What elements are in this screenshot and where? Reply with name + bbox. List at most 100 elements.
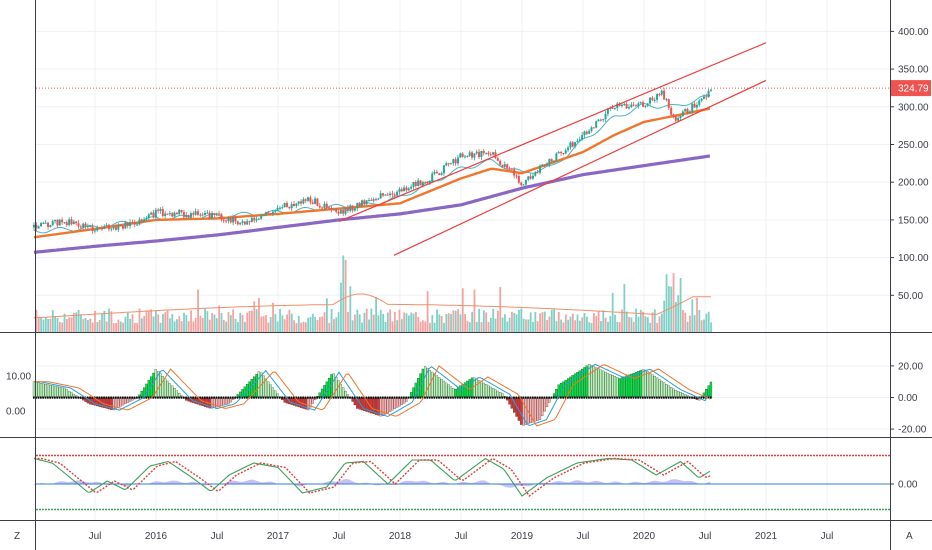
candle-body [206, 212, 209, 214]
volume-bar [419, 321, 422, 333]
histogram-bar [438, 377, 441, 398]
volume-bar [262, 316, 265, 333]
histogram-bar [705, 389, 708, 398]
zero-cross-marker [229, 396, 232, 399]
candle-body [196, 211, 199, 215]
candle-body [166, 213, 169, 215]
volume-bar [87, 319, 89, 333]
zero-cross-marker [339, 396, 342, 399]
histogram-bar [466, 380, 469, 398]
candle-body [684, 108, 687, 112]
histogram-bar [670, 387, 673, 398]
volume-bar [225, 321, 228, 333]
candle-body [65, 222, 68, 226]
volume-bar [443, 322, 445, 333]
histogram-bar [667, 385, 670, 398]
momentum-area [34, 478, 712, 488]
candle-body [611, 107, 614, 109]
candle-body [100, 228, 103, 230]
histogram-bar [613, 376, 617, 398]
zero-cross-marker [709, 396, 712, 399]
corner-left-label[interactable]: Z [14, 531, 20, 542]
histogram-bar [655, 377, 659, 398]
candle-body [49, 225, 52, 228]
volume-bar [567, 319, 570, 333]
histogram-bar [627, 374, 631, 398]
signal-line [34, 364, 711, 427]
volume-bar [578, 320, 581, 333]
zero-cross-marker [194, 396, 197, 399]
volume-bar [129, 318, 132, 333]
histogram-bar [491, 388, 495, 398]
candle-body [70, 219, 73, 225]
candle-body [124, 222, 127, 229]
histogram-bar [117, 397, 120, 408]
histogram-bar [320, 388, 324, 398]
candle-body [103, 226, 106, 229]
candle-body [459, 153, 462, 158]
zero-cross-marker [541, 396, 543, 399]
candle-body [627, 107, 630, 109]
candle-body [400, 189, 403, 192]
time-scale[interactable]: Jul 2016 Jul 2017 Jul 2018 Jul 2019 Jul 2020 Jul 20… [89, 531, 834, 542]
channel-lower-line[interactable] [393, 79, 767, 256]
price-panel[interactable] [33, 42, 890, 333]
zero-cross-marker [61, 396, 63, 399]
channel-upper-line[interactable] [338, 42, 767, 222]
histogram-bar [171, 385, 174, 398]
price-scale[interactable]: 50.00 100.00 150.00 200.00 250.00 300.00 350.0… [891, 27, 931, 491]
histogram-bar [39, 383, 43, 398]
candle-body [250, 217, 253, 223]
volume-bar [377, 315, 380, 333]
volume-bar [94, 310, 96, 333]
oscillator-panel[interactable]: 10.00 0.00 [6, 363, 713, 427]
zero-cross-marker [250, 396, 253, 399]
zero-cross-marker [63, 396, 66, 399]
histogram-bar [255, 373, 258, 398]
zero-cross-marker [379, 396, 382, 399]
candle-body [232, 217, 235, 223]
candle-body [574, 142, 577, 147]
histogram-bar [32, 381, 36, 398]
candle-body [47, 222, 50, 228]
histogram-bar [487, 385, 490, 398]
volume-bar [686, 321, 689, 333]
candle-body [63, 222, 66, 224]
zero-cross-marker [677, 396, 679, 399]
zero-cross-marker [576, 396, 579, 399]
volume-bar [424, 321, 427, 333]
histogram-bar [412, 387, 415, 398]
histogram-bar [456, 387, 460, 398]
zero-cross-marker [602, 396, 604, 399]
zero-cross-marker [140, 396, 143, 399]
histogram-bar [44, 384, 47, 398]
candle-body [241, 221, 244, 223]
candle-body [290, 203, 293, 209]
zero-cross-marker [609, 396, 611, 399]
volume-bar [682, 310, 684, 333]
volume-bar [337, 312, 340, 333]
stochastic-panel[interactable] [33, 454, 890, 511]
zero-cross-marker [346, 396, 349, 399]
corner-right-label[interactable]: A [906, 531, 913, 542]
candle-body [456, 157, 459, 164]
candle-body [213, 213, 216, 215]
candle-body [398, 189, 401, 192]
histogram-bar [602, 370, 605, 398]
zero-cross-marker [637, 396, 639, 399]
volume-bar [447, 313, 450, 333]
candle-body [548, 159, 551, 165]
stochastic-tick-label: 0.00 [898, 480, 918, 491]
volume-bar [169, 318, 171, 333]
zero-cross-marker [548, 396, 550, 399]
zero-cross-marker [164, 396, 166, 399]
zero-cross-marker [189, 396, 192, 399]
volume-bar [236, 322, 239, 333]
candle-body [553, 160, 556, 162]
volume-bar [49, 318, 52, 333]
zero-cross-marker [442, 396, 445, 399]
candle-body [54, 219, 57, 222]
candle-body [693, 103, 696, 108]
candle-body [248, 221, 251, 223]
